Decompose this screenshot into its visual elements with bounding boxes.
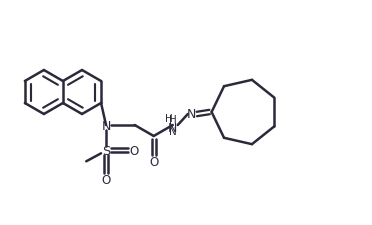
Text: O: O bbox=[129, 144, 139, 157]
Text: H
N: H N bbox=[169, 115, 177, 136]
Text: N: N bbox=[101, 119, 111, 132]
Text: N: N bbox=[168, 121, 177, 134]
Text: S: S bbox=[102, 144, 110, 157]
Text: O: O bbox=[102, 173, 111, 186]
Text: O: O bbox=[149, 156, 158, 169]
Text: H: H bbox=[165, 113, 173, 124]
Text: N: N bbox=[187, 108, 196, 121]
